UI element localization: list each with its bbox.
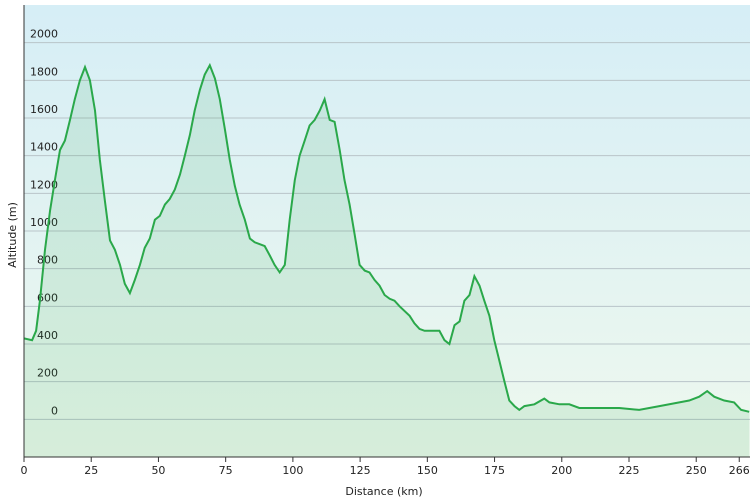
x-tick-label: 0: [21, 464, 28, 477]
y-tick-label: 1400: [30, 141, 58, 154]
altitude-line: [23, 62, 750, 413]
y-tick-label: 1600: [30, 103, 58, 116]
x-tick-label: 175: [484, 464, 505, 477]
x-tick-label: 225: [619, 464, 640, 477]
y-axis-label: Altitude (m): [6, 202, 19, 268]
x-tick-label: 250: [686, 464, 707, 477]
y-tick-label: 600: [37, 291, 58, 304]
y-tick-label: 1000: [30, 216, 58, 229]
y-tick-label: 0: [51, 404, 58, 417]
x-tick-label: 150: [417, 464, 438, 477]
y-tick-label: 1200: [30, 178, 58, 191]
area-fill: [24, 65, 750, 458]
x-tick-label: 200: [551, 464, 572, 477]
y-tick-label: 200: [37, 367, 58, 380]
x-tick-label: 75: [219, 464, 233, 477]
x-tick-label: 50: [151, 464, 165, 477]
y-tick-label: 1800: [30, 65, 58, 78]
x-tick-label: 266: [729, 464, 750, 477]
x-tick-label: 100: [282, 464, 303, 477]
x-tick-label: 25: [84, 464, 98, 477]
x-axis-label: Distance (km): [345, 485, 422, 498]
y-tick-label: 400: [37, 329, 58, 342]
y-tick-label: 2000: [30, 28, 58, 41]
y-tick-label: 800: [37, 254, 58, 267]
x-tick-label: 125: [350, 464, 371, 477]
